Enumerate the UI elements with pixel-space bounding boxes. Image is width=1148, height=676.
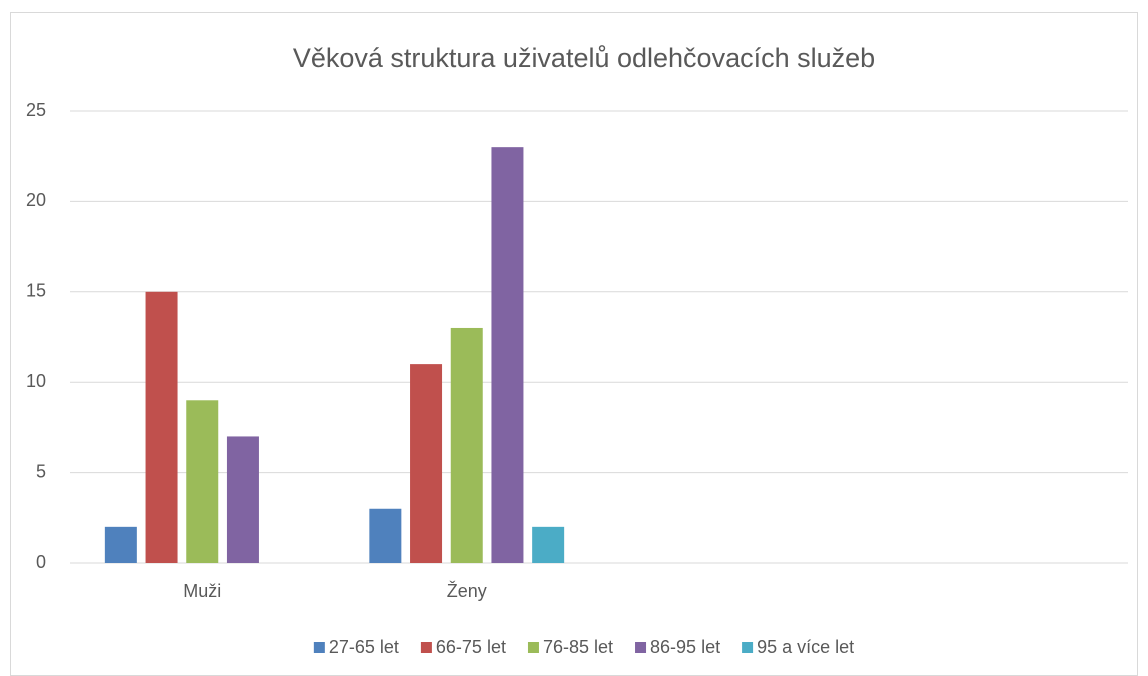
legend-label: 66-75 let	[436, 637, 506, 657]
y-tick-label: 15	[26, 281, 46, 301]
bar	[226, 436, 259, 563]
y-tick-label: 10	[26, 371, 46, 391]
y-tick-label: 25	[26, 100, 46, 120]
bar	[186, 400, 219, 563]
legend-swatch	[635, 642, 647, 653]
legend-swatch	[420, 642, 432, 653]
legend-swatch	[742, 642, 754, 653]
legend-label: 95 a více let	[757, 637, 854, 657]
bar	[410, 364, 443, 563]
bar	[532, 526, 565, 563]
bar	[369, 508, 402, 563]
legend-swatch	[527, 642, 539, 653]
chart-title: Věková struktura uživatelů odlehčovacích…	[293, 43, 875, 73]
bar	[104, 526, 137, 563]
y-tick-label: 5	[36, 461, 46, 481]
y-tick-label: 20	[26, 190, 46, 210]
y-tick-label: 0	[36, 552, 46, 572]
chart-border	[10, 12, 1138, 676]
legend-swatch	[313, 642, 325, 653]
bar	[450, 327, 483, 563]
legend-label: 27-65 let	[329, 637, 399, 657]
bar	[491, 147, 524, 563]
legend-label: 76-85 let	[543, 637, 613, 657]
x-tick-label: Muži	[183, 581, 221, 601]
bar	[145, 291, 178, 563]
legend-label: 86-95 let	[650, 637, 720, 657]
x-tick-label: Ženy	[447, 581, 487, 601]
